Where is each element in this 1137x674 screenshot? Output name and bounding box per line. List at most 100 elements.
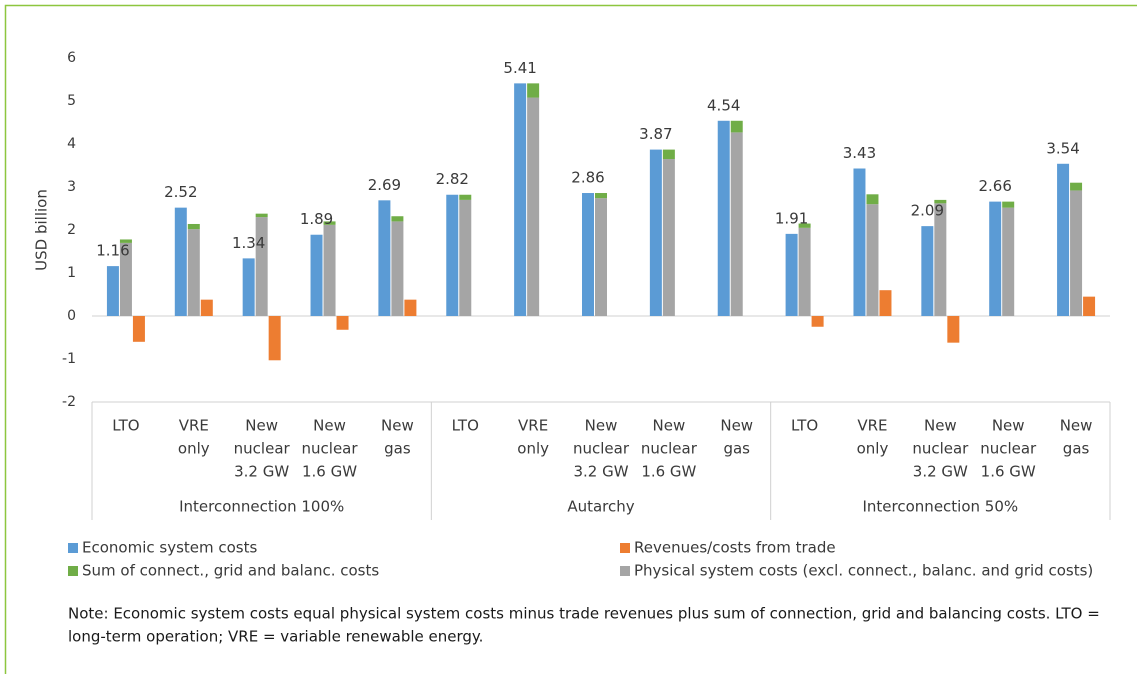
note: Note: Economic system costs equal physic… xyxy=(68,605,1100,623)
x-tick-label: VRE xyxy=(857,417,887,435)
grid-bar xyxy=(1070,182,1083,191)
physical-bar xyxy=(595,198,607,316)
data-label: 3.54 xyxy=(1046,139,1079,157)
grid-bar xyxy=(866,194,879,205)
x-tick-label: gas xyxy=(1063,440,1090,458)
legend-swatch xyxy=(68,566,78,576)
frame xyxy=(4,4,1137,674)
economic-bar xyxy=(921,226,934,316)
y-tick-label: 3 xyxy=(67,179,76,195)
group-label: Interconnection 50% xyxy=(863,498,1019,516)
data-label: 3.43 xyxy=(843,144,876,162)
x-tick-label: LTO xyxy=(791,417,818,435)
trade-bar xyxy=(404,299,417,316)
physical-bar xyxy=(1070,190,1083,316)
grid-bar xyxy=(323,221,336,225)
legend-swatch xyxy=(68,543,78,553)
x-tick-label: nuclear xyxy=(641,440,698,458)
x-tick-label: New xyxy=(653,417,686,435)
data-label: 1.89 xyxy=(300,210,333,228)
trade-bar xyxy=(1083,296,1096,316)
grid-bar xyxy=(730,120,743,133)
trade-bar xyxy=(879,290,892,316)
x-tick-label: only xyxy=(857,440,889,458)
economic-bar xyxy=(785,233,798,316)
data-label: 2.66 xyxy=(978,177,1011,195)
legend-label: Revenues/costs from trade xyxy=(634,539,836,557)
x-tick-label: New xyxy=(245,417,278,435)
physical-bar xyxy=(730,132,743,316)
y-tick-label: 0 xyxy=(67,308,76,324)
x-tick-label: 3.2 GW xyxy=(234,463,289,481)
x-tick-label: 1.6 GW xyxy=(641,463,696,481)
y-tick-label: -2 xyxy=(62,394,76,410)
physical-bar xyxy=(662,159,675,316)
data-label: 2.09 xyxy=(911,202,944,220)
physical-bar xyxy=(934,203,947,316)
physical-bar xyxy=(798,227,811,316)
legend-label: Sum of connect., grid and balanc. costs xyxy=(82,562,379,580)
trade-bar xyxy=(268,316,281,361)
legend-swatch xyxy=(620,566,630,576)
x-tick-label: nuclear xyxy=(912,440,969,458)
y-tick-label: -1 xyxy=(62,351,76,367)
x-tick-label: VRE xyxy=(179,417,209,435)
legend-swatch xyxy=(620,543,630,553)
x-tick-label: only xyxy=(178,440,210,458)
x-tick-label: nuclear xyxy=(980,440,1037,458)
economic-bar xyxy=(446,194,459,316)
data-label: 2.82 xyxy=(436,170,469,188)
grid-bar xyxy=(798,223,811,228)
economic-bar xyxy=(989,201,1002,316)
economic-bar xyxy=(514,83,527,317)
data-label: 1.16 xyxy=(96,242,129,260)
economic-bar xyxy=(1057,163,1070,316)
economic-bar xyxy=(106,266,119,316)
trade-bar xyxy=(947,316,960,343)
y-tick-label: 6 xyxy=(67,50,76,66)
legend-label: Economic system costs xyxy=(82,539,257,557)
x-tick-label: LTO xyxy=(112,417,139,435)
economic-bar xyxy=(174,207,187,316)
note: long-term operation; VRE = variable rene… xyxy=(68,628,483,646)
data-label: 1.34 xyxy=(232,234,265,252)
x-tick-label: VRE xyxy=(518,417,548,435)
x-tick-label: 1.6 GW xyxy=(981,463,1036,481)
data-label: 1.91 xyxy=(775,209,808,227)
x-tick-label: 3.2 GW xyxy=(573,463,628,481)
x-tick-label: nuclear xyxy=(302,440,359,458)
grid-bar xyxy=(527,83,540,98)
group-label: Interconnection 100% xyxy=(179,498,344,516)
x-tick-label: nuclear xyxy=(234,440,291,458)
grid-bar xyxy=(255,213,268,218)
x-tick-label: New xyxy=(924,417,957,435)
x-tick-label: New xyxy=(720,417,753,435)
grid-bar xyxy=(119,239,132,243)
x-tick-label: New xyxy=(992,417,1025,435)
physical-bar xyxy=(866,204,879,316)
trade-bar xyxy=(336,316,349,330)
economic-bar xyxy=(582,193,594,316)
trade-bar xyxy=(200,299,213,316)
data-label: 2.52 xyxy=(164,183,197,201)
physical-bar xyxy=(323,224,336,316)
legend-label: Physical system costs (excl. connect., b… xyxy=(634,562,1093,580)
physical-bar xyxy=(255,217,268,316)
data-label: 2.86 xyxy=(571,169,604,187)
y-tick-label: 2 xyxy=(67,222,76,238)
data-label: 3.87 xyxy=(639,125,672,143)
trade-bar xyxy=(811,316,824,327)
grid-bar xyxy=(662,149,675,160)
grid-bar xyxy=(187,223,200,230)
physical-bar xyxy=(187,229,200,316)
grid-bar xyxy=(1002,201,1015,208)
economic-bar xyxy=(378,200,391,316)
grid-bar xyxy=(934,199,947,204)
x-tick-label: 3.2 GW xyxy=(913,463,968,481)
x-tick-label: gas xyxy=(723,440,750,458)
x-tick-label: New xyxy=(313,417,346,435)
y-axis-label: USD billion xyxy=(33,189,51,271)
economic-bar xyxy=(717,120,730,316)
